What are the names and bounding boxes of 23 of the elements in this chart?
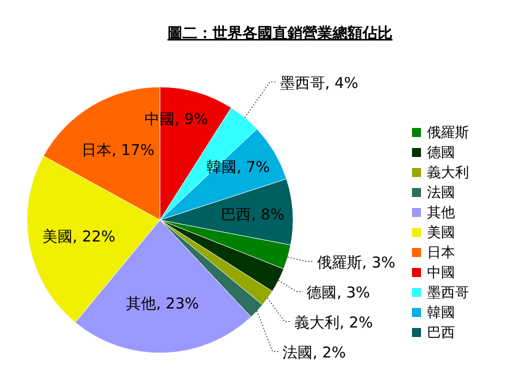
data-label: 法國, 2%: [282, 344, 346, 362]
data-label: 美國, 22%: [42, 227, 116, 246]
data-label: 日本, 17%: [82, 141, 154, 160]
data-label: 俄羅斯, 3%: [317, 254, 396, 272]
legend-label: 墨西哥: [427, 285, 469, 301]
legend-label: 日本: [427, 245, 455, 261]
legend-label: 義大利: [427, 165, 469, 181]
legend-label: 中國: [427, 265, 455, 281]
legend-label: 德國: [427, 145, 455, 161]
legend-label: 俄羅斯: [427, 125, 469, 141]
data-label: 中國, 9%: [144, 110, 208, 128]
legend-label: 其他: [427, 205, 455, 221]
legend-label: 韓國: [427, 305, 455, 321]
data-label: 墨西哥, 4%: [280, 74, 358, 92]
data-label: 其他, 23%: [126, 294, 200, 312]
data-label: 德國, 3%: [306, 284, 370, 302]
data-label: 義大利, 2%: [294, 314, 373, 332]
data-label: 巴西, 8%: [221, 205, 285, 224]
legend-label: 法國: [427, 185, 455, 201]
chart-title: 圖二：世界各國直銷營業總額佔比: [168, 24, 392, 42]
data-label: 韓國, 7%: [206, 158, 270, 176]
legend-label: 巴西: [427, 325, 455, 341]
legend-label: 美國: [427, 225, 455, 241]
